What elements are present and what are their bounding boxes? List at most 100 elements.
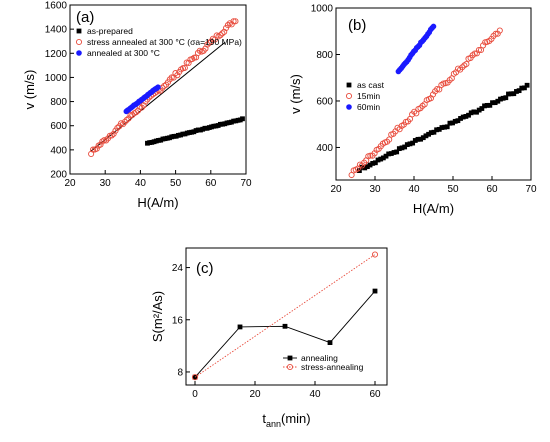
data-point <box>452 118 458 124</box>
legend-item-3: 60min <box>346 102 380 112</box>
data-point <box>228 21 235 28</box>
data-point <box>410 140 416 146</box>
data-point <box>476 107 482 113</box>
plot-frame <box>335 7 532 181</box>
data-point <box>430 23 437 30</box>
data-point <box>114 124 121 131</box>
data-point <box>123 116 130 124</box>
data-point <box>471 109 477 115</box>
data-point <box>219 30 226 37</box>
data-point <box>125 115 132 122</box>
y-axis-label: S(m²/As) <box>150 291 165 342</box>
x-axis-label: H(A/m) <box>413 201 454 216</box>
data-point <box>524 82 530 88</box>
data-point <box>420 135 426 141</box>
data-point <box>474 109 479 115</box>
plot-frame <box>185 247 388 386</box>
data-point <box>463 60 470 68</box>
data-point <box>486 37 493 44</box>
chart-panel-2: 20 30 40 50 60 70 400 600 800 1000 H(A/m) v (m/s) (b… <box>288 4 537 217</box>
data-point <box>172 70 179 77</box>
data-point <box>511 91 517 97</box>
y-tick-label: 600 <box>50 121 67 132</box>
panel-label: (b) <box>348 17 366 34</box>
data-point <box>496 27 503 34</box>
data-point <box>468 110 474 116</box>
data-point <box>97 141 104 148</box>
data-point <box>498 96 503 102</box>
data-point <box>155 84 161 90</box>
data-point <box>519 85 525 91</box>
data-point <box>492 30 499 37</box>
data-point <box>442 124 447 130</box>
data-point <box>429 91 437 98</box>
legend-marker <box>346 82 352 88</box>
data-point <box>487 102 493 108</box>
data-point <box>503 95 509 101</box>
legend-marker <box>346 104 352 110</box>
x-tick-label: 40 <box>309 389 321 400</box>
x-tick-label: 50 <box>447 184 459 195</box>
data-point <box>480 42 487 49</box>
data-point <box>127 112 134 119</box>
series-1 <box>357 82 530 174</box>
data-point <box>514 89 519 94</box>
data-point <box>191 374 199 381</box>
data-point <box>372 288 378 294</box>
data-point <box>434 127 439 133</box>
x-axis-label: H(A/m) <box>137 195 178 210</box>
series-1 <box>145 116 245 146</box>
legend-marker <box>75 38 83 46</box>
legend-label: 60min <box>357 102 380 112</box>
series-3 <box>123 84 161 115</box>
data-point <box>371 251 379 258</box>
data-point <box>367 162 373 168</box>
data-point <box>221 28 228 35</box>
data-point <box>439 125 445 130</box>
legend-marker <box>286 363 294 371</box>
data-point <box>490 100 495 106</box>
x-tick-label: 20 <box>330 184 342 195</box>
series-2 <box>191 251 379 381</box>
x-tick-label: 60 <box>486 184 498 195</box>
legend-marker <box>345 92 353 100</box>
data-point <box>181 64 188 71</box>
data-point <box>282 323 288 329</box>
data-point <box>378 156 384 162</box>
x-axis-label: tann(min) <box>262 411 310 429</box>
y-tick-label: 1400 <box>45 25 68 36</box>
y-axis-label: v (m/s) <box>22 70 37 110</box>
data-point <box>232 18 239 25</box>
data-point <box>108 132 115 139</box>
chart-panel-1: 20 30 40 50 60 70 200 400 600 800 1000 1200 1400 1600… <box>22 1 252 211</box>
data-point <box>224 22 231 29</box>
data-point <box>121 118 128 125</box>
data-point <box>447 120 453 126</box>
data-point <box>388 151 394 156</box>
data-point <box>133 109 140 116</box>
data-point <box>364 164 370 170</box>
data-point <box>495 98 501 104</box>
x-tick-label: 0 <box>192 389 198 400</box>
data-point <box>463 114 469 119</box>
legend-label: annealed at 300 °C <box>87 48 160 58</box>
data-point <box>386 136 393 143</box>
legend-item-2: stress annealed at 300 °C (σa=190 MPa) <box>75 37 242 47</box>
data-point <box>140 102 147 109</box>
y-tick-label: 1600 <box>45 1 68 12</box>
data-point <box>362 165 368 171</box>
y-tick-label: 800 <box>50 97 67 108</box>
data-point <box>380 155 386 161</box>
data-point <box>327 340 333 345</box>
data-point <box>386 151 392 157</box>
data-point <box>399 145 405 151</box>
series-line <box>194 254 376 378</box>
y-tick-label: 400 <box>50 145 67 156</box>
data-point <box>168 74 175 81</box>
y-tick-label: 400 <box>316 143 333 154</box>
data-point <box>240 116 245 122</box>
